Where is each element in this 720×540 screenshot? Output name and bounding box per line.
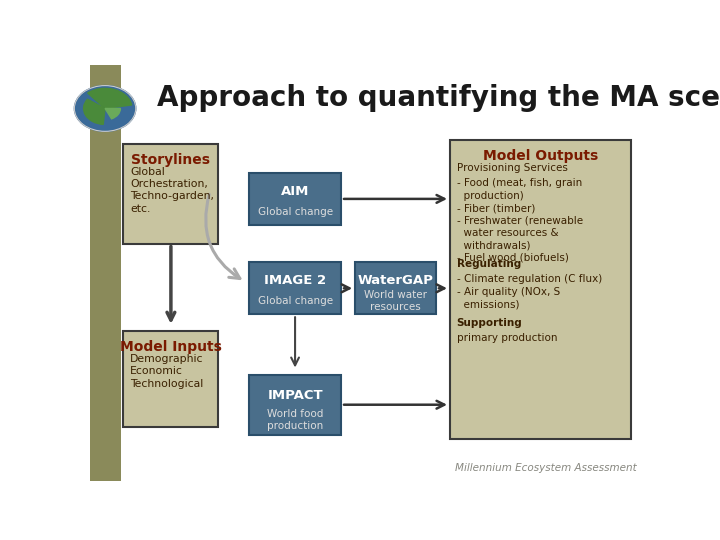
- Text: Supporting: Supporting: [456, 318, 522, 328]
- Wedge shape: [84, 99, 105, 124]
- Circle shape: [74, 85, 136, 131]
- Text: Millennium Ecosystem Assessment: Millennium Ecosystem Assessment: [455, 463, 637, 473]
- Text: WaterGAP: WaterGAP: [358, 274, 433, 287]
- Text: primary production: primary production: [456, 333, 557, 343]
- Wedge shape: [88, 89, 132, 109]
- Text: AIM: AIM: [281, 185, 310, 198]
- FancyBboxPatch shape: [355, 262, 436, 314]
- Text: Global change: Global change: [258, 296, 333, 306]
- Text: Demographic
Economic
Technological: Demographic Economic Technological: [130, 354, 204, 389]
- Text: Model Outputs: Model Outputs: [483, 149, 598, 163]
- Text: World water
resources: World water resources: [364, 291, 427, 312]
- FancyBboxPatch shape: [124, 331, 218, 427]
- FancyBboxPatch shape: [124, 144, 218, 244]
- FancyBboxPatch shape: [249, 375, 341, 435]
- Text: Storylines: Storylines: [132, 153, 210, 167]
- Text: Provisioning Services: Provisioning Services: [456, 163, 567, 172]
- Text: Global change: Global change: [258, 207, 333, 217]
- FancyBboxPatch shape: [450, 140, 631, 439]
- FancyBboxPatch shape: [249, 173, 341, 225]
- Text: Model Inputs: Model Inputs: [120, 340, 222, 354]
- Text: IMPACT: IMPACT: [267, 389, 323, 402]
- Wedge shape: [105, 109, 120, 119]
- Text: Approach to quantifying the MA scenarios: Approach to quantifying the MA scenarios: [157, 84, 720, 112]
- Text: - Food (meat, fish, grain
  production)
- Fiber (timber)
- Freshwater (renewable: - Food (meat, fish, grain production) - …: [456, 178, 582, 263]
- Text: Regulating: Regulating: [456, 259, 521, 269]
- Text: World food
production: World food production: [267, 409, 323, 430]
- Text: IMAGE 2: IMAGE 2: [264, 274, 326, 287]
- FancyArrowPatch shape: [206, 194, 240, 279]
- Bar: [90, 65, 121, 481]
- Text: - Climate regulation (C flux)
- Air quality (NOx, S
  emissions): - Climate regulation (C flux) - Air qual…: [456, 274, 602, 309]
- FancyBboxPatch shape: [249, 262, 341, 314]
- Text: Global
Orchestration,
Techno-garden,
etc.: Global Orchestration, Techno-garden, etc…: [130, 167, 214, 214]
